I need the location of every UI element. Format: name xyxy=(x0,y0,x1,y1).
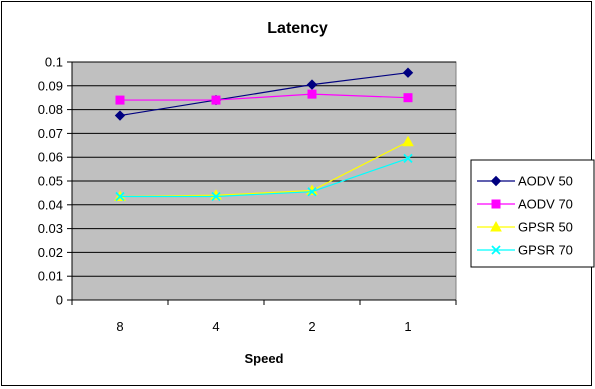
x-tick-label: 2 xyxy=(308,319,315,334)
x-tick-label: 1 xyxy=(404,319,411,334)
legend-box xyxy=(470,159,595,268)
marker-stroke xyxy=(403,153,413,164)
gridlines xyxy=(72,61,456,277)
y-tick-label: 0.02 xyxy=(38,245,63,260)
legend-label: GPSR 50 xyxy=(518,220,573,235)
legend-item: GPSR 50 xyxy=(477,220,573,235)
series-line xyxy=(120,157,409,198)
y-tick-label: 0.06 xyxy=(38,150,63,165)
y-tick-label: 0.09 xyxy=(38,78,63,93)
legend-item: AODV 70 xyxy=(477,197,573,212)
data-point xyxy=(307,187,317,197)
data-point xyxy=(306,79,318,90)
data-point xyxy=(403,93,413,103)
data-point xyxy=(402,67,414,78)
chart-title: Latency xyxy=(267,20,328,37)
data-point xyxy=(115,191,125,202)
x-axis-label: Speed xyxy=(244,351,284,366)
data-point xyxy=(403,153,413,164)
legend-marker xyxy=(490,220,502,232)
data-point xyxy=(307,89,317,99)
x-tick-label: 4 xyxy=(212,319,219,334)
y-tick-label: 0.05 xyxy=(38,174,63,189)
legend-marker xyxy=(491,199,501,209)
legend-marker xyxy=(491,245,501,255)
data-point xyxy=(211,191,221,202)
data-point xyxy=(115,95,125,105)
data-point xyxy=(211,95,221,105)
data-point xyxy=(402,135,414,147)
legend-item: GPSR 70 xyxy=(477,243,573,258)
marker-stroke xyxy=(307,187,317,197)
y-tick-label: 0.07 xyxy=(38,126,63,141)
legend-label: AODV 50 xyxy=(518,174,573,189)
data-point xyxy=(114,110,126,121)
legend-item: AODV 50 xyxy=(477,174,573,189)
y-tick-label: 0.01 xyxy=(38,269,63,284)
legend-label: GPSR 70 xyxy=(518,243,573,258)
y-tick-label: 0.08 xyxy=(38,102,63,117)
y-tick-label: 0.03 xyxy=(38,221,63,236)
series-aodv-70 xyxy=(115,89,413,105)
series-line xyxy=(119,72,409,117)
y-tick-label: 0.04 xyxy=(38,197,63,212)
legend-marker xyxy=(490,175,502,187)
y-tick-label: 0 xyxy=(56,293,63,308)
y-tick-labels: 0 0.01 0.02 0.03 0.04 0.05 0.06 0.07 0.08 0.09 0.1 xyxy=(38,55,63,308)
x-tick-label: 8 xyxy=(116,319,123,334)
y-tick-label: 0.1 xyxy=(45,55,63,70)
x-tick-labels: 8 4 2 1 xyxy=(116,319,411,334)
marker-stroke xyxy=(491,245,501,255)
marker-stroke xyxy=(211,191,221,202)
legend: AODV 50 AODV 70 GPSR 50 GPSR 70 xyxy=(470,159,595,268)
legend-label: AODV 70 xyxy=(518,197,573,212)
axes xyxy=(67,61,457,305)
marker-stroke xyxy=(115,191,125,202)
series-line xyxy=(120,93,409,101)
series-lines xyxy=(114,67,414,202)
series-gpsr-70 xyxy=(115,153,413,202)
